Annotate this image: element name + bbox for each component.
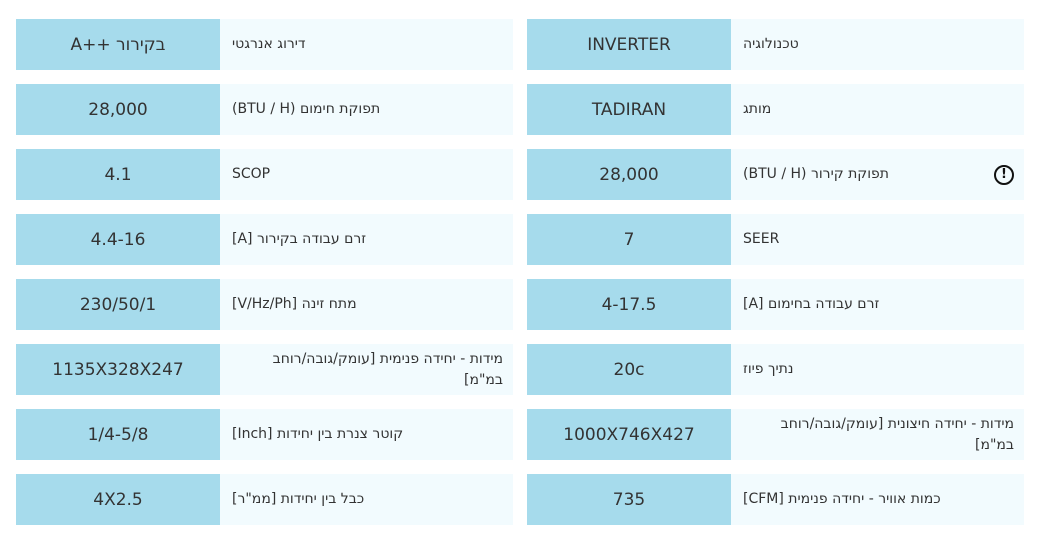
spec-label: טכנולוגיה [743,36,799,52]
spec-value: 4.1 [16,149,220,200]
spec-row: מידות - יחידה חיצונית [עומק/גובה/רוחב במ… [527,409,1024,460]
spec-label: דירוג אנרגטי [232,36,306,52]
spec-value: 230/50/1 [16,279,220,330]
spec-label: מידות - יחידה חיצונית [עומק/גובה/רוחב במ… [780,415,1014,453]
spec-label: תפוקת חימום (BTU / H) [232,101,381,117]
spec-label: כבל בין יחידות [ממ"ר] [232,491,365,507]
spec-label: SEER [743,231,780,247]
spec-value: INVERTER [527,19,731,70]
spec-row: קוטר צנרת בין יחידות [Inch] 1/4-5/8 [16,409,513,460]
spec-label-cell: כבל בין יחידות [ממ"ר] [220,474,513,525]
spec-value: 4-17.5 [527,279,731,330]
spec-value: 735 [527,474,731,525]
spec-value: TADIRAN [527,84,731,135]
spec-row: זרם עבודה בחימום [A] 4-17.5 [527,279,1024,330]
spec-row: זרם עבודה בקירור [A] 4.4-16 [16,214,513,265]
spec-label: תפוקת קירור (BTU / H) [743,166,889,182]
spec-label: כמות אוויר - יחידה פנימית [CFM] [743,491,941,507]
spec-label-cell: מתח זינה [V/Hz/Ph] [220,279,513,330]
spec-label-cell: מידות - יחידה פנימית [עומק/גובה/רוחב במ"… [220,344,513,395]
spec-label-cell: קוטר צנרת בין יחידות [Inch] [220,409,513,460]
spec-label-cell: SEER [731,214,1024,265]
spec-label-cell: דירוג אנרגטי [220,19,513,70]
spec-label: זרם עבודה בחימום [A] [743,296,880,312]
info-icon[interactable]: ! [994,164,1014,185]
spec-row: דירוג אנרגטי A++ בקירור [16,19,513,70]
spec-value: 4.4-16 [16,214,220,265]
spec-value: 28,000 [527,149,731,200]
spec-label-cell: מידות - יחידה חיצונית [עומק/גובה/רוחב במ… [731,409,1024,460]
spec-row: כבל בין יחידות [ממ"ר] 4X2.5 [16,474,513,525]
spec-row: תפוקת קירור (BTU / H) ! 28,000 [527,149,1024,200]
spec-label-cell: כמות אוויר - יחידה פנימית [CFM] [731,474,1024,525]
spec-row: מידות - יחידה פנימית [עומק/גובה/רוחב במ"… [16,344,513,395]
spec-label: מותג [743,101,772,117]
spec-row: תפוקת חימום (BTU / H) 28,000 [16,84,513,135]
spec-row: מותג TADIRAN [527,84,1024,135]
spec-value: 28,000 [16,84,220,135]
spec-label-cell: זרם עבודה בחימום [A] [731,279,1024,330]
spec-label: SCOP [232,166,271,182]
spec-label-cell: טכנולוגיה [731,19,1024,70]
spec-row: SEER 7 [527,214,1024,265]
spec-row: כמות אוויר - יחידה פנימית [CFM] 735 [527,474,1024,525]
spec-row: טכנולוגיה INVERTER [527,19,1024,70]
spec-label-cell: תפוקת קירור (BTU / H) ! [731,149,1024,200]
spec-label: קוטר צנרת בין יחידות [Inch] [232,426,404,442]
spec-label-cell: SCOP [220,149,513,200]
spec-label: מידות - יחידה פנימית [עומק/גובה/רוחב במ"… [272,350,503,388]
spec-value: 20c [527,344,731,395]
spec-value: 1/4-5/8 [16,409,220,460]
spec-label-cell: נתיך פיוז [731,344,1024,395]
spec-value: 7 [527,214,731,265]
spec-label: זרם עבודה בקירור [A] [232,231,367,247]
spec-label-cell: מותג [731,84,1024,135]
spec-row: מתח זינה [V/Hz/Ph] 230/50/1 [16,279,513,330]
spec-value: A++ בקירור [16,19,220,70]
spec-label-cell: תפוקת חימום (BTU / H) [220,84,513,135]
spec-row: נתיך פיוז 20c [527,344,1024,395]
specifications-table: טכנולוגיה INVERTER מותג TADIRAN תפוקת קי… [16,19,1024,539]
spec-value: 4X2.5 [16,474,220,525]
spec-label: נתיך פיוז [743,361,794,377]
spec-value: 1000X746X427 [527,409,731,460]
spec-label: מתח זינה [V/Hz/Ph] [232,296,357,312]
spec-value: 1135X328X247 [16,344,220,395]
specs-column-right: טכנולוגיה INVERTER מותג TADIRAN תפוקת קי… [527,19,1024,539]
specs-column-left: דירוג אנרגטי A++ בקירור תפוקת חימום (BTU… [16,19,513,539]
spec-label-cell: זרם עבודה בקירור [A] [220,214,513,265]
spec-row: SCOP 4.1 [16,149,513,200]
